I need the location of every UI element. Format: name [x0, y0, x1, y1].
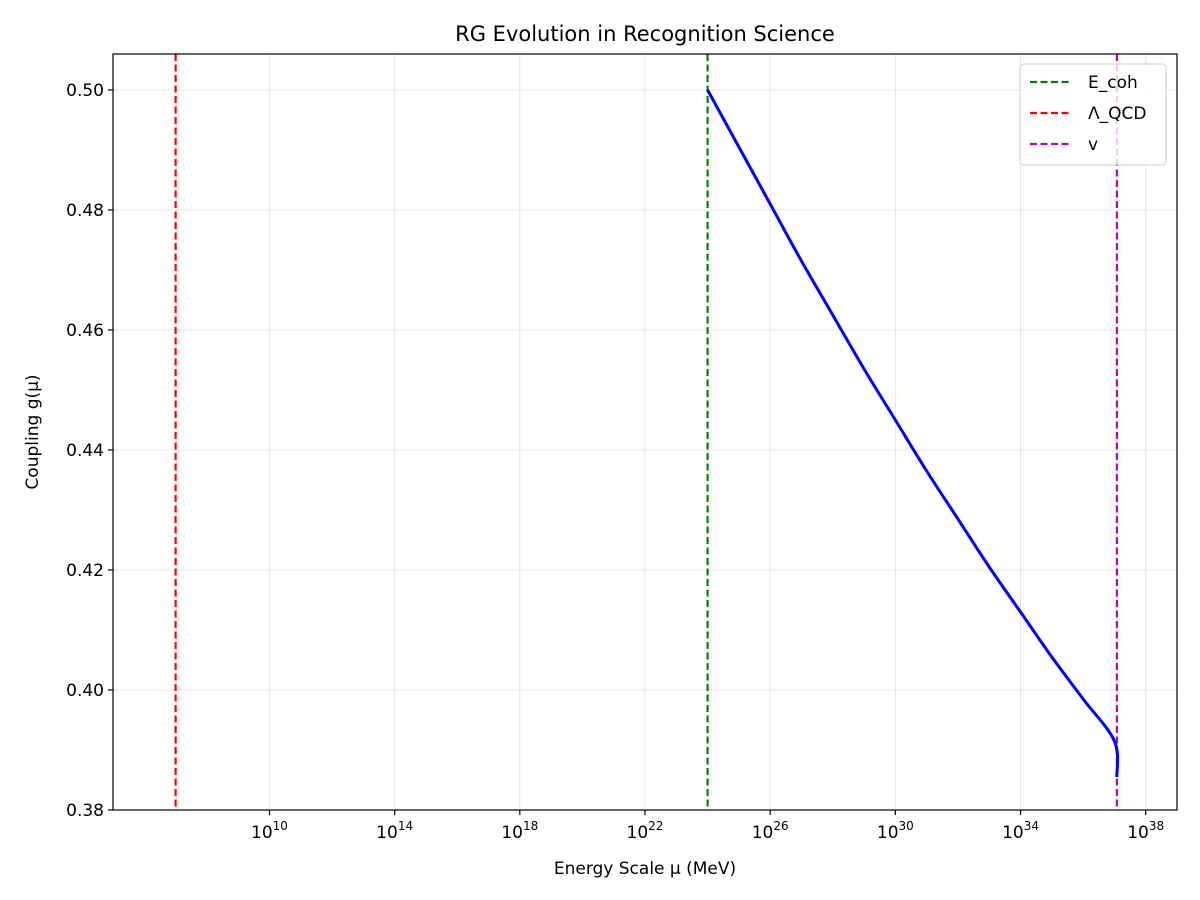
coupling-curve	[706, 89, 1120, 778]
x-axis-label: Energy Scale μ (MeV)	[554, 859, 736, 879]
y-tick-label: 0.50	[66, 81, 104, 101]
legend-label: Λ_QCD	[1088, 104, 1146, 124]
y-tick-label: 0.38	[66, 801, 104, 821]
y-tick-label: 0.46	[66, 321, 104, 341]
legend-label: E_coh	[1088, 73, 1138, 93]
legend-label: v	[1088, 135, 1098, 155]
y-axis-label: Coupling g(μ)	[23, 374, 43, 489]
y-tick-label: 0.48	[66, 201, 104, 221]
y-tick-label: 0.44	[66, 441, 104, 461]
x-tick-label: 1038	[1127, 819, 1164, 843]
y-tick-label: 0.42	[66, 561, 104, 581]
x-tick-label: 1022	[627, 819, 664, 843]
x-tick-label: 1026	[752, 819, 789, 843]
x-tick-label: 1010	[251, 819, 288, 843]
x-tick-label: 1030	[877, 819, 914, 843]
legend-box	[1019, 63, 1167, 166]
y-tick-label: 0.40	[66, 681, 104, 701]
x-axis: 1010 1014 1018 1022 1026 1030 1034 1038	[251, 810, 1164, 843]
y-axis: 0.38 0.40 0.42 0.44 0.46 0.48 0.50	[66, 81, 113, 821]
vertical-lines	[174, 54, 1118, 810]
x-tick-label: 1034	[1002, 819, 1039, 843]
chart-title: RG Evolution in Recognition Science	[455, 22, 835, 46]
x-tick-label: 1018	[501, 819, 538, 843]
x-tick-label: 1014	[376, 819, 413, 843]
series	[706, 89, 1120, 778]
